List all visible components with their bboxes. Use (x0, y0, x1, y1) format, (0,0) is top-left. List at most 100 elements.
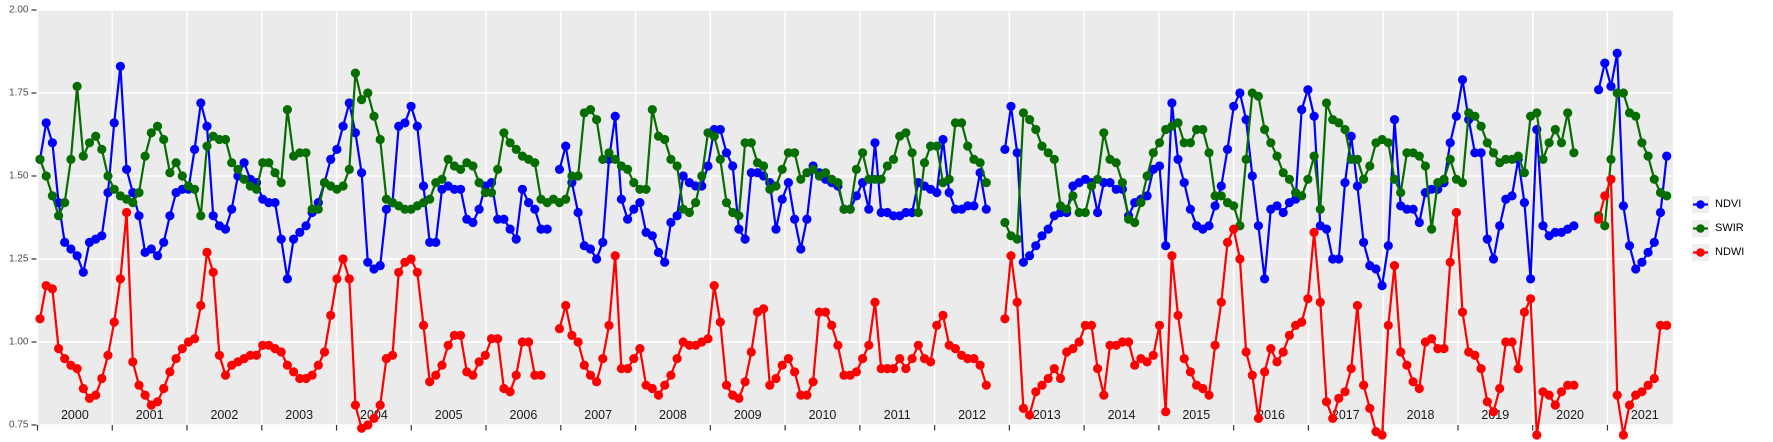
data-point (1606, 154, 1616, 164)
data-point (1185, 204, 1195, 214)
data-point (190, 184, 200, 194)
data-point (1600, 58, 1610, 68)
data-point (851, 164, 862, 174)
data-point (660, 134, 670, 145)
data-point (771, 373, 781, 384)
y-tick-label: 1.25 (9, 254, 29, 265)
data-point (1643, 380, 1653, 390)
data-point (1210, 340, 1220, 350)
data-point (1154, 138, 1165, 148)
data-point (1105, 178, 1115, 188)
data-point (1148, 350, 1158, 360)
data-point (511, 370, 521, 380)
data-point (734, 393, 744, 403)
data-point (1321, 224, 1332, 234)
data-point (1179, 178, 1189, 188)
data-point (647, 105, 657, 115)
data-point (282, 105, 292, 115)
data-point (1334, 254, 1344, 264)
data-point (159, 237, 169, 247)
data-point (66, 244, 76, 254)
data-point (1612, 48, 1622, 58)
data-point (78, 267, 88, 277)
data-point (932, 188, 942, 198)
data-point (1631, 111, 1641, 121)
data-point (1012, 148, 1022, 158)
data-point (616, 194, 627, 204)
data-point (1445, 257, 1455, 267)
data-point (629, 204, 639, 214)
data-point (1482, 234, 1492, 244)
data-point (406, 254, 416, 264)
data-point (1198, 383, 1208, 394)
data-point (1049, 154, 1059, 164)
data-point (1074, 337, 1084, 347)
data-point (1216, 297, 1226, 307)
data-point (276, 234, 286, 244)
data-point (1198, 124, 1208, 135)
data-point (1457, 75, 1468, 85)
data-point (1643, 247, 1653, 257)
data-point (344, 164, 354, 174)
data-point (833, 340, 843, 350)
data-point (524, 337, 534, 347)
data-point (851, 191, 862, 201)
data-point (1346, 131, 1356, 141)
data-point (1260, 274, 1270, 284)
data-point (759, 304, 769, 314)
data-point (1618, 88, 1628, 98)
data-point (573, 207, 583, 218)
data-point (1439, 174, 1449, 184)
data-point (1229, 224, 1239, 234)
data-point (1136, 198, 1146, 208)
data-point (969, 201, 979, 211)
data-point (1526, 274, 1536, 284)
data-point (808, 377, 818, 387)
data-point (740, 377, 750, 387)
data-point (84, 138, 95, 148)
x-tick-label: 2013 (1033, 408, 1061, 422)
data-point (1359, 237, 1369, 247)
data-point (357, 168, 367, 178)
data-point (1303, 294, 1313, 304)
data-point (251, 350, 262, 360)
data-point (697, 171, 707, 181)
data-point (1476, 148, 1486, 158)
data-point (202, 247, 212, 257)
data-point (78, 151, 88, 161)
data-point (981, 178, 991, 188)
data-point (1445, 138, 1455, 148)
data-point (660, 380, 670, 390)
data-point (1235, 254, 1245, 264)
data-point (456, 330, 466, 340)
data-point (926, 357, 936, 367)
data-point (493, 334, 503, 344)
x-tick-label: 2003 (285, 408, 313, 422)
data-point (425, 377, 435, 387)
data-point (1538, 221, 1548, 231)
data-point (870, 297, 880, 307)
data-point (1253, 91, 1263, 101)
data-point (1606, 81, 1616, 91)
data-point (1365, 403, 1375, 413)
data-point (115, 61, 125, 71)
data-point (115, 274, 125, 284)
data-point (1241, 115, 1251, 125)
data-point (635, 198, 645, 208)
data-point (1173, 118, 1183, 128)
data-point (1062, 204, 1072, 214)
data-point (660, 257, 670, 267)
data-point (474, 204, 484, 214)
data-point (790, 367, 800, 377)
data-point (1321, 397, 1332, 407)
data-point (641, 184, 651, 194)
data-point (72, 364, 82, 374)
data-point (1111, 158, 1121, 168)
data-point (375, 134, 385, 145)
data-point (1556, 138, 1567, 148)
data-point (97, 231, 107, 241)
legend: NDVI SWIR NDWI (1692, 196, 1744, 261)
data-point (1457, 178, 1468, 188)
data-point (1334, 393, 1344, 403)
data-point (1000, 144, 1010, 154)
